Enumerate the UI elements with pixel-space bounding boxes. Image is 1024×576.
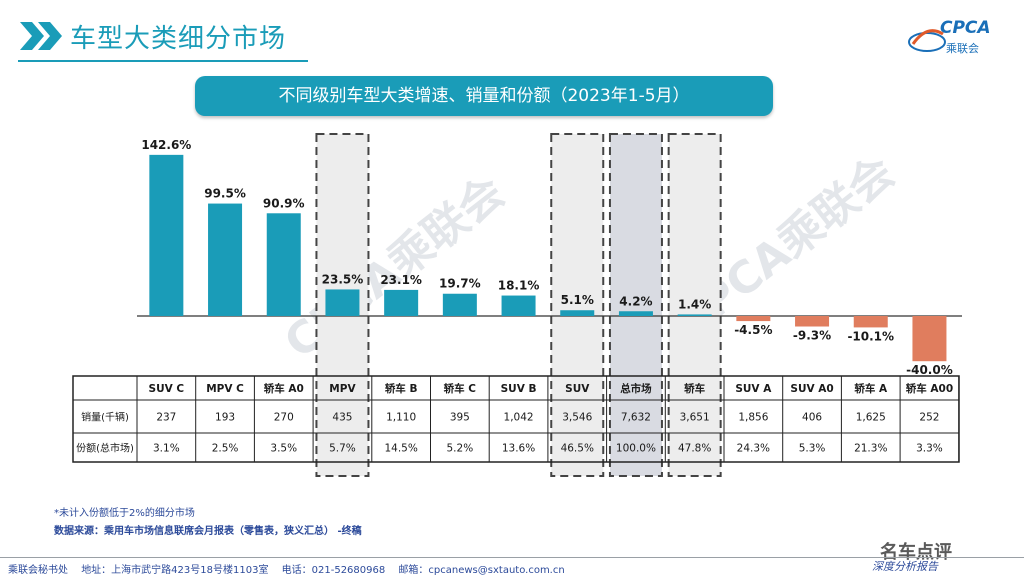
table-header-cell: 轿车 A [854,382,888,395]
table-header-cell: MPV C [206,383,244,395]
bar [736,316,771,322]
growth-label: -10.1% [847,329,894,343]
table-header-cell: 轿车 C [444,382,477,395]
sales-cell: 3,546 [562,412,592,424]
data-source: 数据来源：乘用车市场信息联席会月报表（零售表，狭义汇总） -终稿 [54,526,362,537]
bar [208,203,243,316]
sales-cell: 270 [274,412,294,424]
table-header-cell: MPV [329,383,356,395]
data-table: 销量(千辆) 份额(总市场) SUV C 237 3.1% MPV C 193 2.5% 轿车 … [72,375,960,463]
footnote-share: *未计入份额低于2%的细分市场 [54,508,195,519]
page-title: 车型大类细分市场 [70,24,287,54]
table-header-cell: SUV A [735,383,772,395]
share-cell: 47.8% [678,443,711,455]
footer-phone: 电话：021-52680968 [281,565,386,576]
sales-cell: 435 [332,412,352,424]
growth-label: 18.1% [498,279,540,293]
bar [325,289,360,316]
sales-cell: 3,651 [680,412,710,424]
growth-label: -9.3% [793,329,831,343]
growth-label: 23.5% [322,272,364,286]
table-header-cell: SUV C [149,383,185,395]
row-label-sales: 销量(千辆) [81,411,129,424]
growth-label: 99.5% [204,187,246,201]
growth-label: -4.5% [734,323,772,337]
growth-labels: 142.6% 99.5% 90.9% 23.5% 23.1% 19.7% 18.1% 5.1%… [141,138,952,377]
footer-slogan: 深度分析报告 [872,560,938,573]
cpca-logo-icon [908,29,946,52]
growth-label: 1.4% [678,297,711,311]
sales-cell: 237 [156,412,176,424]
bars [137,154,962,362]
bar [266,213,301,316]
table-header-cell: 轿车 B [385,382,418,395]
table-header-cell: 总市场 [620,382,652,395]
sales-cell: 1,042 [504,412,534,424]
share-cell: 13.6% [502,443,535,455]
share-cell: 3.5% [270,443,297,455]
share-cell: 5.3% [799,443,826,455]
share-cell: 5.2% [447,443,474,455]
title-underline [18,60,308,62]
growth-label: 142.6% [141,138,191,152]
row-label-share: 份额(总市场) [76,442,134,455]
bar [677,314,712,316]
sales-cell: 395 [450,412,470,424]
footer-email: 邮箱：cpcanews@sxtauto.com.cn [398,565,565,576]
sales-cell: 193 [215,412,235,424]
bar [795,316,830,327]
highlight-box [550,133,605,477]
share-cell: 46.5% [561,443,594,455]
sales-cell: 252 [919,412,939,424]
share-cell: 5.7% [329,443,356,455]
growth-label: 23.1% [380,273,422,287]
table-header-cell: SUV A0 [790,383,833,395]
table-header-cell: SUV [565,383,590,395]
logo-text: CPCA [940,18,991,38]
chart-title: 不同级别车型大类增速、销量和份额（2023年1-5月） [195,76,773,116]
bar [149,154,184,316]
footer-contact: 乘联会秘书处 地址：上海市武宁路423号18号楼1103室 电话：021-526… [8,561,575,576]
growth-label: 5.1% [561,293,594,307]
growth-label: 4.2% [619,294,652,308]
sales-cell: 1,625 [856,412,886,424]
sales-cell: 1,110 [386,412,416,424]
table-header-cell: SUV B [501,383,537,395]
bar [384,289,419,316]
share-cell: 24.3% [737,443,770,455]
growth-label: 90.9% [263,196,305,210]
header-arrows-icon [20,22,62,50]
share-cell: 3.3% [916,443,943,455]
table-header-cell: 轿车 [684,382,705,395]
footer-office: 乘联会秘书处 [8,565,68,576]
share-cell: 2.5% [212,443,239,455]
footer-divider [0,557,1024,558]
bar [618,311,653,316]
share-cell: 3.1% [153,443,180,455]
table-header-cell: 轿车 A00 [906,382,953,395]
growth-label: -40.0% [906,363,953,377]
highlight-box [608,133,663,477]
highlight-box [667,133,722,477]
share-cell: 21.3% [854,443,887,455]
sales-cell: 406 [802,412,822,424]
bar [501,295,536,316]
footer-address: 地址：上海市武宁路423号18号楼1103室 [81,565,269,576]
table-header-cell: 轿车 A0 [264,382,304,395]
sales-cell: 1,856 [738,412,768,424]
sales-cell: 7,632 [621,412,651,424]
growth-label: 19.7% [439,277,481,291]
share-cell: 14.5% [384,443,417,455]
share-cell: 100.0% [616,443,656,455]
bar [442,293,477,316]
logo-subtext: 乘联会 [946,42,979,55]
watermark-text: CPCA乘联会 [275,167,514,369]
bar [912,316,947,362]
bar [560,310,595,316]
bar [853,316,888,328]
